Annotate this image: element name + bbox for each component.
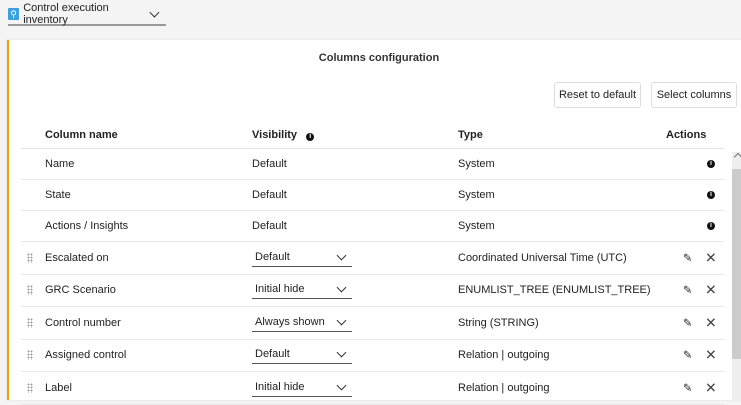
table-header: Column name Visibility i Type Actions xyxy=(21,122,724,149)
visibility-value: Initial hide xyxy=(255,380,305,393)
chevron-down-icon xyxy=(336,282,347,293)
table-row: Escalated on Default Coordinated Univers… xyxy=(21,242,724,275)
visibility-select[interactable]: Default xyxy=(252,249,352,267)
info-icon[interactable]: i xyxy=(707,222,715,230)
visibility-select[interactable]: Always shown xyxy=(252,314,352,332)
chevron-down-icon xyxy=(149,7,160,17)
visibility-value: Default xyxy=(252,158,287,170)
header-visibility: Visibility i xyxy=(252,129,315,141)
column-name: Control number xyxy=(45,316,121,329)
panel-title: Columns configuration xyxy=(318,52,440,64)
visibility-value: Default xyxy=(252,189,287,201)
column-name: Actions / Insights xyxy=(45,220,129,232)
column-name: State xyxy=(45,189,71,201)
visibility-value: Always shown xyxy=(255,315,325,328)
table-row: State Default System i xyxy=(21,180,724,211)
type-value: System xyxy=(458,220,495,232)
chevron-down-icon xyxy=(336,380,347,391)
visibility-value: Default xyxy=(255,250,290,263)
edit-pencil-icon[interactable]: ✎ xyxy=(683,349,693,362)
chevron-down-icon xyxy=(336,347,347,358)
header-visibility-label: Visibility xyxy=(252,129,298,141)
type-value: Relation | outgoing xyxy=(458,381,550,394)
remove-icon[interactable]: ✕ xyxy=(705,379,717,396)
type-value: System xyxy=(458,158,495,170)
column-name: Assigned control xyxy=(45,349,127,362)
visibility-value: Default xyxy=(255,348,290,361)
columns-config-panel: Columns configuration Reset to default S… xyxy=(7,40,741,405)
column-name: Label xyxy=(45,381,72,394)
search-icon: ⚲ xyxy=(8,8,20,20)
drag-handle-icon[interactable] xyxy=(27,317,33,328)
scrollbar[interactable] xyxy=(732,152,741,400)
column-name: GRC Scenario xyxy=(45,284,116,297)
scroll-up-icon[interactable] xyxy=(733,152,741,162)
column-name: Escalated on xyxy=(45,251,109,264)
remove-icon[interactable]: ✕ xyxy=(705,249,717,266)
edit-pencil-icon[interactable]: ✎ xyxy=(683,284,693,297)
type-value: ENUMLIST_TREE (ENUMLIST_TREE) xyxy=(458,284,651,297)
visibility-value: Initial hide xyxy=(255,283,305,296)
drag-handle-icon[interactable] xyxy=(27,350,33,361)
edit-pencil-icon[interactable]: ✎ xyxy=(683,382,693,395)
column-name: Name xyxy=(45,158,75,170)
remove-icon[interactable]: ✕ xyxy=(705,346,717,363)
view-label: Control execution inventory xyxy=(23,2,109,26)
table-row: Control number Always shown String (STRI… xyxy=(21,307,724,340)
reset-to-default-button[interactable]: Reset to default xyxy=(554,82,641,108)
header-column-name: Column name xyxy=(45,129,118,141)
info-icon[interactable]: i xyxy=(707,191,715,199)
type-value: String (STRING) xyxy=(458,316,539,329)
select-columns-button[interactable]: Select columns xyxy=(651,82,737,108)
drag-handle-icon[interactable] xyxy=(27,252,33,263)
info-icon[interactable]: i xyxy=(707,160,715,168)
table-row: Actions / Insights Default System i xyxy=(21,211,724,242)
edit-pencil-icon[interactable]: ✎ xyxy=(683,252,693,265)
remove-icon[interactable]: ✕ xyxy=(705,314,717,331)
info-icon[interactable]: i xyxy=(306,133,315,141)
table-row: Name Default System i xyxy=(21,149,724,180)
chevron-down-icon xyxy=(336,250,347,261)
chevron-down-icon xyxy=(336,315,347,326)
drag-handle-icon[interactable] xyxy=(27,285,33,296)
remove-icon[interactable]: ✕ xyxy=(705,281,717,298)
view-selector[interactable]: ⚲ Control execution inventory xyxy=(8,2,166,26)
visibility-value: Default xyxy=(252,220,287,232)
visibility-select[interactable]: Default xyxy=(252,346,352,365)
table-row: GRC Scenario Initial hide ENUMLIST_TREE … xyxy=(21,275,724,307)
type-value: Relation | outgoing xyxy=(458,349,550,362)
edit-pencil-icon[interactable]: ✎ xyxy=(683,317,693,330)
scrollbar-thumb[interactable] xyxy=(732,169,741,359)
type-value: System xyxy=(458,189,495,201)
table-row: Assigned control Default Relation | outg… xyxy=(21,340,724,372)
visibility-select[interactable]: Initial hide xyxy=(252,281,352,300)
drag-handle-icon[interactable] xyxy=(27,382,33,393)
header-actions: Actions xyxy=(666,129,707,141)
type-value: Coordinated Universal Time (UTC) xyxy=(458,251,627,264)
header-type: Type xyxy=(458,129,483,141)
visibility-select[interactable]: Initial hide xyxy=(252,379,352,397)
